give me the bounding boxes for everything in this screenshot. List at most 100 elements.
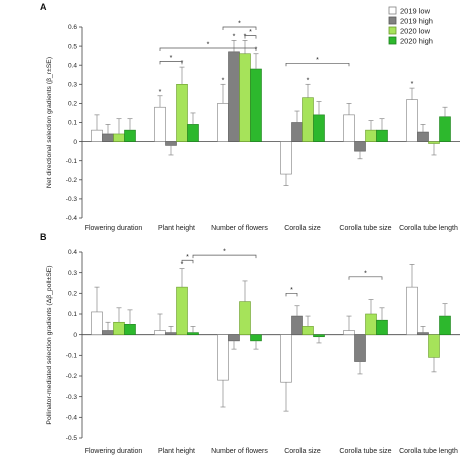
bar	[365, 313, 377, 335]
bracket-star: *	[290, 287, 293, 294]
y-tick-label: 0.6	[68, 24, 77, 31]
significance-bracket	[285, 62, 350, 67]
bar	[439, 116, 451, 142]
significance-star: *	[181, 262, 184, 269]
bar	[354, 334, 366, 362]
y-tick-label: 0	[73, 139, 77, 146]
bar	[228, 51, 240, 142]
bar	[302, 97, 314, 142]
bar	[343, 114, 355, 142]
bar	[406, 286, 418, 335]
bracket-star: *	[223, 249, 226, 256]
legend-swatch	[388, 26, 397, 35]
bar	[239, 301, 251, 335]
bar	[439, 315, 451, 335]
bar	[280, 141, 292, 175]
y-tick-label: 0	[73, 332, 77, 339]
significance-star: *	[411, 81, 414, 88]
bar	[154, 330, 166, 335]
y-tick-label: 0.3	[68, 82, 77, 89]
bar	[343, 330, 355, 335]
category-label: Corolla tube length	[399, 225, 458, 232]
category-label: Corolla size	[284, 448, 321, 455]
category-label: Corolla tube length	[399, 448, 458, 455]
bar	[417, 131, 429, 142]
category-label: Corolla size	[284, 225, 321, 232]
bar	[406, 99, 418, 142]
y-tick-label: 0.2	[68, 101, 77, 108]
category-label: Plant height	[158, 448, 195, 455]
bar	[376, 319, 388, 335]
bracket-star: *	[186, 254, 189, 261]
y-tick-label: 0.5	[68, 43, 77, 50]
y-tick-label: -0.5	[66, 435, 78, 442]
category-label: Corolla tube size	[339, 225, 391, 232]
legend-label: 2019 high	[400, 17, 433, 26]
bar	[124, 324, 136, 335]
bar	[239, 53, 251, 142]
panel-b: B -0.5 -0.4 -0.3 -0.2 -0.1 0 0.1 0.2 0.3 0.4 Pollin…	[40, 232, 460, 455]
significance-bracket	[348, 276, 383, 280]
significance-bracket	[244, 35, 257, 39]
bar	[365, 129, 377, 142]
bar	[280, 334, 292, 383]
significance-star: *	[307, 77, 310, 84]
bar	[291, 315, 303, 335]
y-tick-label: -0.2	[66, 177, 78, 184]
panel-letter: A	[40, 2, 47, 12]
y-tick-label: -0.1	[66, 353, 78, 360]
y-tick-label: 0.1	[68, 311, 77, 318]
bar	[428, 141, 440, 144]
bar	[250, 68, 262, 142]
y-axis-label: Net directional selection gradients (β_r…	[46, 57, 53, 188]
category-label: Flowering duration	[85, 225, 143, 232]
bracket-star: *	[316, 57, 319, 64]
bracket-star: *	[207, 42, 210, 49]
category-label: Plant height	[158, 225, 195, 232]
y-axis-label: Pollinator-mediated selection gradients …	[46, 265, 53, 424]
bar	[176, 84, 188, 142]
bar	[428, 334, 440, 358]
significance-bracket	[159, 61, 183, 65]
significance-bracket	[222, 26, 257, 30]
y-tick-label: -0.3	[66, 394, 78, 401]
bracket-star: *	[249, 29, 252, 36]
significance-bracket	[181, 259, 194, 264]
y-tick-label: -0.2	[66, 373, 78, 380]
bar	[313, 114, 325, 142]
category-label: Number of flowers	[211, 448, 268, 455]
bar	[250, 334, 262, 342]
y-tick-label: 0.4	[68, 62, 77, 69]
significance-bracket	[285, 292, 298, 297]
y-tick-label: -0.1	[66, 158, 78, 165]
bar	[187, 124, 199, 142]
y-tick-label: -0.4	[66, 415, 78, 422]
bracket-star: *	[170, 55, 173, 62]
bar	[354, 141, 366, 152]
bar	[376, 129, 388, 142]
category-label: Corolla tube size	[339, 448, 391, 455]
legend-swatch	[388, 16, 397, 25]
bar	[124, 129, 136, 142]
bar	[313, 334, 325, 338]
bar	[302, 326, 314, 335]
bracket-star: *	[364, 270, 367, 277]
category-label: Number of flowers	[211, 225, 268, 232]
bar	[113, 133, 125, 142]
legend-swatch	[388, 36, 397, 45]
panel-letter: B	[40, 232, 47, 242]
category-label: Flowering duration	[85, 448, 143, 455]
significance-bracket	[159, 47, 257, 52]
y-tick-label: 0.1	[68, 120, 77, 127]
bar	[291, 122, 303, 142]
bar	[165, 332, 177, 335]
bar	[228, 334, 240, 342]
y-tick-label: -0.3	[66, 196, 78, 203]
panel-a: A -0.4 -0.3 -0.2 -0.1 0 0.1 0.2 0.3 0.4 0.5 0.6 Net …	[40, 2, 460, 232]
significance-bracket	[192, 254, 257, 259]
legend-label: 2020 low	[400, 27, 431, 36]
bar	[102, 330, 114, 335]
bar	[113, 321, 125, 335]
bar	[217, 103, 229, 142]
